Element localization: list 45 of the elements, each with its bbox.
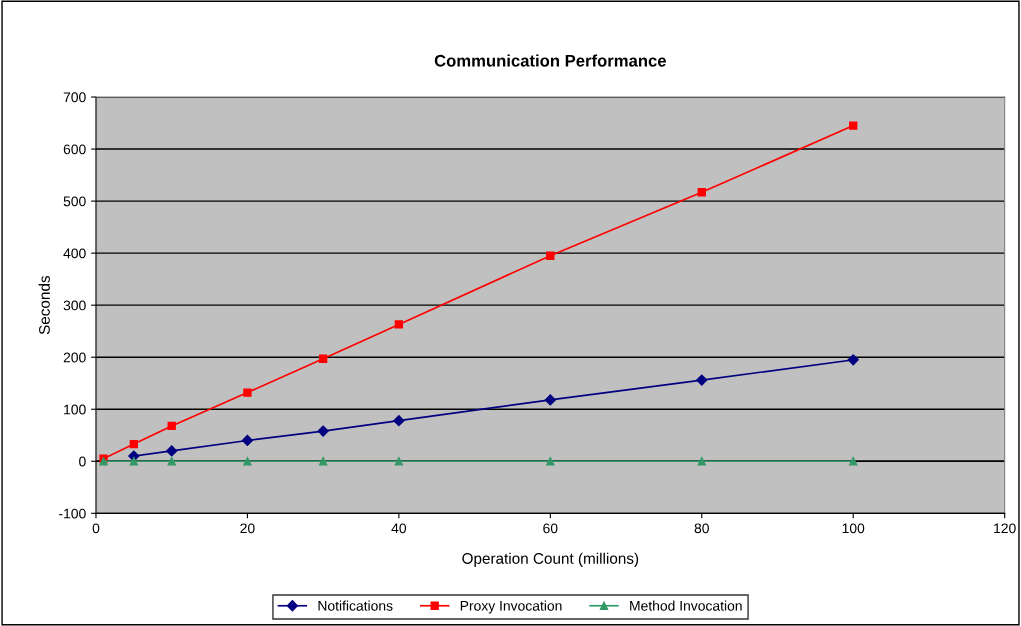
x-tick-label: 80 — [694, 523, 709, 534]
point — [129, 457, 139, 466]
point — [318, 457, 328, 466]
point — [394, 320, 404, 329]
x-tick-label: 0 — [92, 523, 100, 534]
x-tick-label: 120 — [994, 523, 1016, 534]
x-tick-label: 20 — [240, 523, 255, 534]
point — [697, 188, 706, 197]
legend-label: Method Invocation — [630, 600, 742, 611]
y-tick-label: 500 — [63, 196, 86, 207]
point — [697, 457, 706, 466]
y-tick-label: 400 — [63, 248, 86, 259]
point — [849, 121, 858, 130]
x-tick-label: 60 — [543, 523, 558, 534]
point — [167, 421, 176, 431]
point — [318, 354, 328, 363]
y-axis-title: Seconds — [38, 276, 50, 335]
y-tick-label: -100 — [59, 508, 86, 519]
x-axis-title: Operation Count (millions) — [462, 552, 639, 567]
point — [129, 439, 139, 449]
legend-label: Proxy Invocation — [460, 600, 562, 614]
point — [849, 457, 858, 466]
x-tick-label: 100 — [842, 523, 865, 534]
point — [546, 251, 555, 260]
point — [847, 354, 859, 366]
y-tick-label: 100 — [64, 404, 86, 415]
x-tick-label: 40 — [391, 523, 407, 534]
point — [546, 457, 555, 466]
point — [243, 457, 252, 466]
chart-title: Communication Performance — [434, 54, 666, 67]
y-tick-label: 200 — [63, 352, 86, 363]
point — [243, 388, 252, 397]
point — [393, 415, 405, 427]
y-tick-label: 700 — [63, 92, 86, 103]
point — [241, 434, 254, 447]
point — [696, 374, 708, 386]
y-tick-label: 300 — [63, 300, 86, 311]
point — [317, 425, 329, 437]
point — [544, 394, 556, 406]
y-tick-label: 600 — [63, 144, 86, 155]
legend-label: Notifications — [318, 600, 393, 611]
point — [166, 445, 178, 457]
point — [167, 457, 176, 466]
y-tick-label: 0 — [79, 456, 86, 467]
point — [394, 457, 404, 466]
